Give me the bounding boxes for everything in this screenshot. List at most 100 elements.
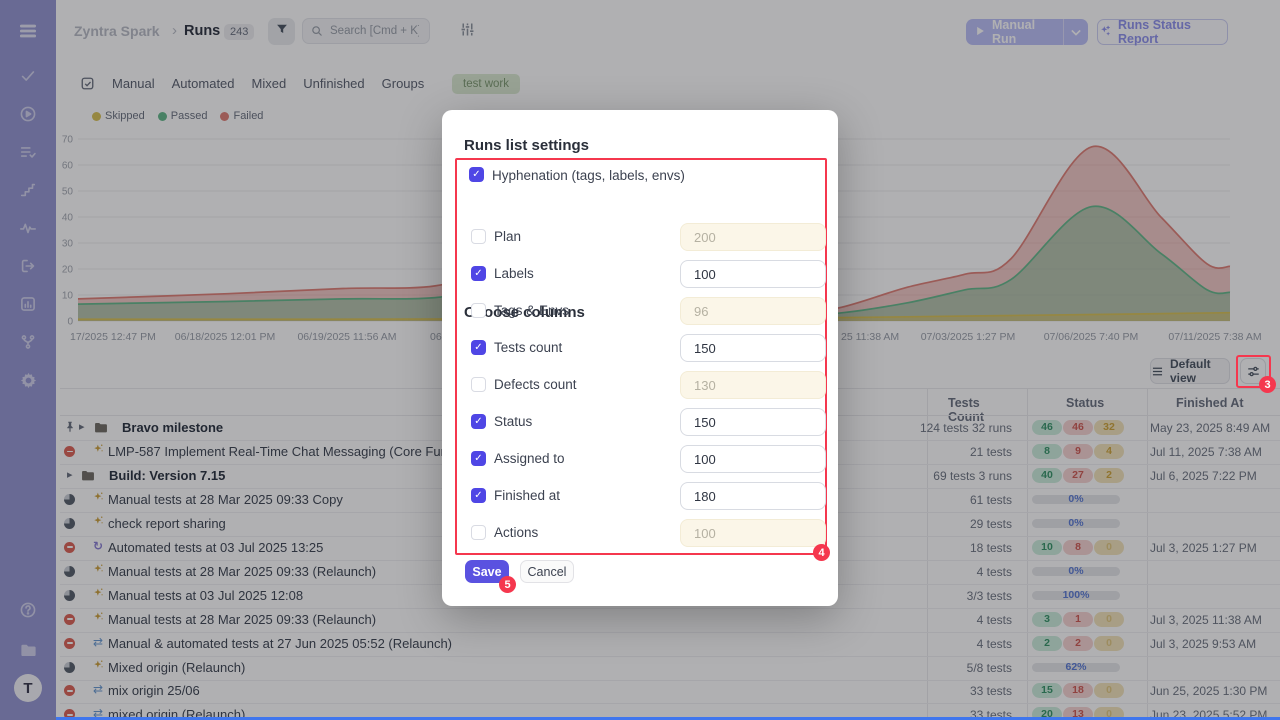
progress-bar (1032, 662, 1120, 672)
sliders-vertical-icon (459, 21, 476, 43)
search-box[interactable] (302, 18, 430, 44)
col-header-tests-count[interactable]: Tests Count (948, 396, 985, 424)
failed-status-icon (64, 541, 75, 553)
column-label-labels: Labels (494, 266, 534, 281)
runs-list-settings-modal: Runs list settings ✓ Hyphenation (tags, … (442, 110, 838, 606)
sidebar-item-check-icon[interactable] (0, 64, 56, 88)
status-pill-failed: 9 (1063, 443, 1093, 459)
run-title[interactable]: Manual tests at 03 Jul 2025 12:08 (108, 587, 304, 603)
col-header-status[interactable]: Status (1066, 396, 1105, 410)
run-title[interactable]: Manual tests at 28 Mar 2025 09:33 (Relau… (108, 611, 377, 627)
run-title[interactable]: LMP-587 Implement Real-Time Chat Messagi… (108, 443, 483, 459)
sidebar-item-bar-chart-icon[interactable] (0, 292, 56, 316)
tab-unfinished[interactable]: Unfinished (303, 76, 365, 91)
sidebar-item-projects-folder-icon[interactable] (0, 638, 56, 662)
manual-run-button[interactable]: Manual Run (966, 18, 1088, 46)
automated-run-type-icon: ↻ (92, 538, 104, 553)
width-input-status[interactable] (680, 408, 826, 436)
status-pill-skipped: 32 (1094, 420, 1124, 435)
expand-caret-icon[interactable]: ▸ (67, 468, 73, 481)
expand-caret-icon[interactable]: ▸ (79, 421, 85, 433)
run-title[interactable]: Build: Version 7.15 (109, 467, 226, 483)
save-button[interactable]: Save (465, 560, 509, 583)
failed-status-icon (64, 613, 75, 625)
runs-status-report-label: Runs Status Report (1118, 18, 1191, 46)
manual-run-dropdown[interactable] (1064, 19, 1088, 45)
manual-run-type-icon (91, 562, 105, 578)
table-row[interactable]: Manual tests at 28 Mar 2025 09:33 (Relau… (60, 608, 1280, 633)
run-title[interactable]: Automated tests at 03 Jul 2025 13:25 (108, 539, 324, 555)
runs-status-report-button[interactable]: Runs Status Report (1097, 18, 1228, 46)
failed-status-icon (64, 709, 75, 720)
sidebar-item-play-circle-icon[interactable] (0, 102, 56, 126)
run-title[interactable]: Manual tests at 28 Mar 2025 09:33 Copy (108, 491, 343, 507)
cancel-button[interactable]: Cancel (520, 560, 574, 583)
pin-icon (64, 420, 76, 438)
sidebar-item-import-icon[interactable] (0, 254, 56, 278)
sidebar-item-help-icon[interactable] (0, 598, 56, 622)
table-row[interactable]: Mixed origin (Relaunch) 5/8 tests 62% (60, 656, 1280, 681)
column-checkbox-plan[interactable] (471, 229, 486, 244)
select-all-icon[interactable] (80, 76, 95, 96)
run-title[interactable]: Manual & automated tests at 27 Jun 2025 … (108, 635, 452, 651)
svg-text:40: 40 (62, 213, 74, 224)
search-input[interactable] (328, 24, 421, 38)
tab-automated[interactable]: Automated (171, 76, 235, 91)
table-row[interactable]: ⇄ mixed origin (Relaunch) 33 tests 20 13 0 Jun… (60, 703, 1280, 720)
width-input-plan[interactable] (680, 223, 826, 251)
search-settings-button[interactable] (455, 20, 479, 44)
sidebar-item-menu-icon[interactable] (0, 19, 56, 43)
column-label-tags-envs: Tags & Envs (494, 303, 570, 318)
column-checkbox-status[interactable]: ✓ (471, 414, 486, 429)
finished-at-value: Jun 25, 2025 1:30 PM (1150, 684, 1268, 699)
width-input-tags-envs[interactable] (680, 297, 826, 325)
column-checkbox-tags-envs[interactable] (471, 303, 486, 318)
bottom-edge-line (56, 717, 1280, 720)
tab-manual[interactable]: Manual (112, 76, 155, 91)
column-checkbox-tests-count[interactable]: ✓ (471, 340, 486, 355)
column-checkbox-assigned-to[interactable]: ✓ (471, 451, 486, 466)
table-row[interactable]: check report sharing 29 tests 0% (60, 512, 1280, 537)
legend-label: Skipped (105, 110, 145, 122)
width-input-finished-at[interactable] (680, 482, 826, 510)
svg-text:30: 30 (62, 239, 74, 250)
column-checkbox-defects-count[interactable] (471, 377, 486, 392)
run-title[interactable]: Mixed origin (Relaunch) (108, 659, 246, 675)
sidebar-item-gear-icon[interactable] (0, 368, 56, 392)
column-checkbox-labels[interactable]: ✓ (471, 266, 486, 281)
tab-groups[interactable]: Groups (381, 76, 425, 91)
width-input-tests-count[interactable] (680, 334, 826, 362)
table-row[interactable]: Manual tests at 03 Jul 2025 12:08 3/3 tes… (60, 584, 1280, 609)
sidebar-item-steps-icon[interactable] (0, 178, 56, 202)
width-input-labels[interactable] (680, 260, 826, 288)
mixed-run-type-icon: ⇄ (92, 682, 104, 697)
status-pill-skipped: 0 (1094, 635, 1124, 651)
column-checkbox-finished-at[interactable]: ✓ (471, 488, 486, 503)
col-header-finished-at[interactable]: Finished At (1176, 396, 1244, 410)
run-title[interactable]: mixed origin (Relaunch) (108, 707, 246, 720)
table-row[interactable]: ⇄ mix origin 25/06 33 tests 15 18 0 Jun 25, 20… (60, 679, 1280, 705)
run-title[interactable]: check report sharing (108, 515, 226, 531)
breadcrumb-separator: › (172, 22, 177, 39)
manual-run-main[interactable]: Manual Run (966, 18, 1063, 46)
tag-filter-chip[interactable]: test work (452, 74, 521, 94)
breadcrumb-app[interactable]: Zyntra Spark (74, 23, 160, 39)
run-title[interactable]: Manual tests at 28 Mar 2025 09:33 (Relau… (108, 563, 377, 579)
width-input-actions[interactable] (680, 519, 826, 547)
column-divider (927, 388, 928, 718)
sidebar-item-run-list-icon[interactable] (0, 140, 56, 164)
column-checkbox-actions[interactable] (471, 525, 486, 540)
table-row[interactable]: ⇄ Manual & automated tests at 27 Jun 2025… (60, 632, 1280, 657)
avatar[interactable]: T (14, 674, 42, 702)
tab-mixed[interactable]: Mixed (251, 76, 287, 91)
sidebar-item-branch-icon[interactable] (0, 330, 56, 354)
filter-button[interactable] (268, 18, 295, 45)
run-title[interactable]: Bravo milestone (122, 420, 224, 435)
run-title[interactable]: mix origin 25/06 (108, 683, 200, 699)
sidebar-item-activity-icon[interactable] (0, 216, 56, 240)
default-view-button[interactable]: Default view (1150, 357, 1230, 385)
width-input-defects-count[interactable] (680, 371, 826, 399)
width-input-assigned-to[interactable] (680, 445, 826, 473)
legend-item-failed: Failed (220, 110, 263, 122)
hyphenation-checkbox[interactable]: ✓ (469, 167, 484, 182)
